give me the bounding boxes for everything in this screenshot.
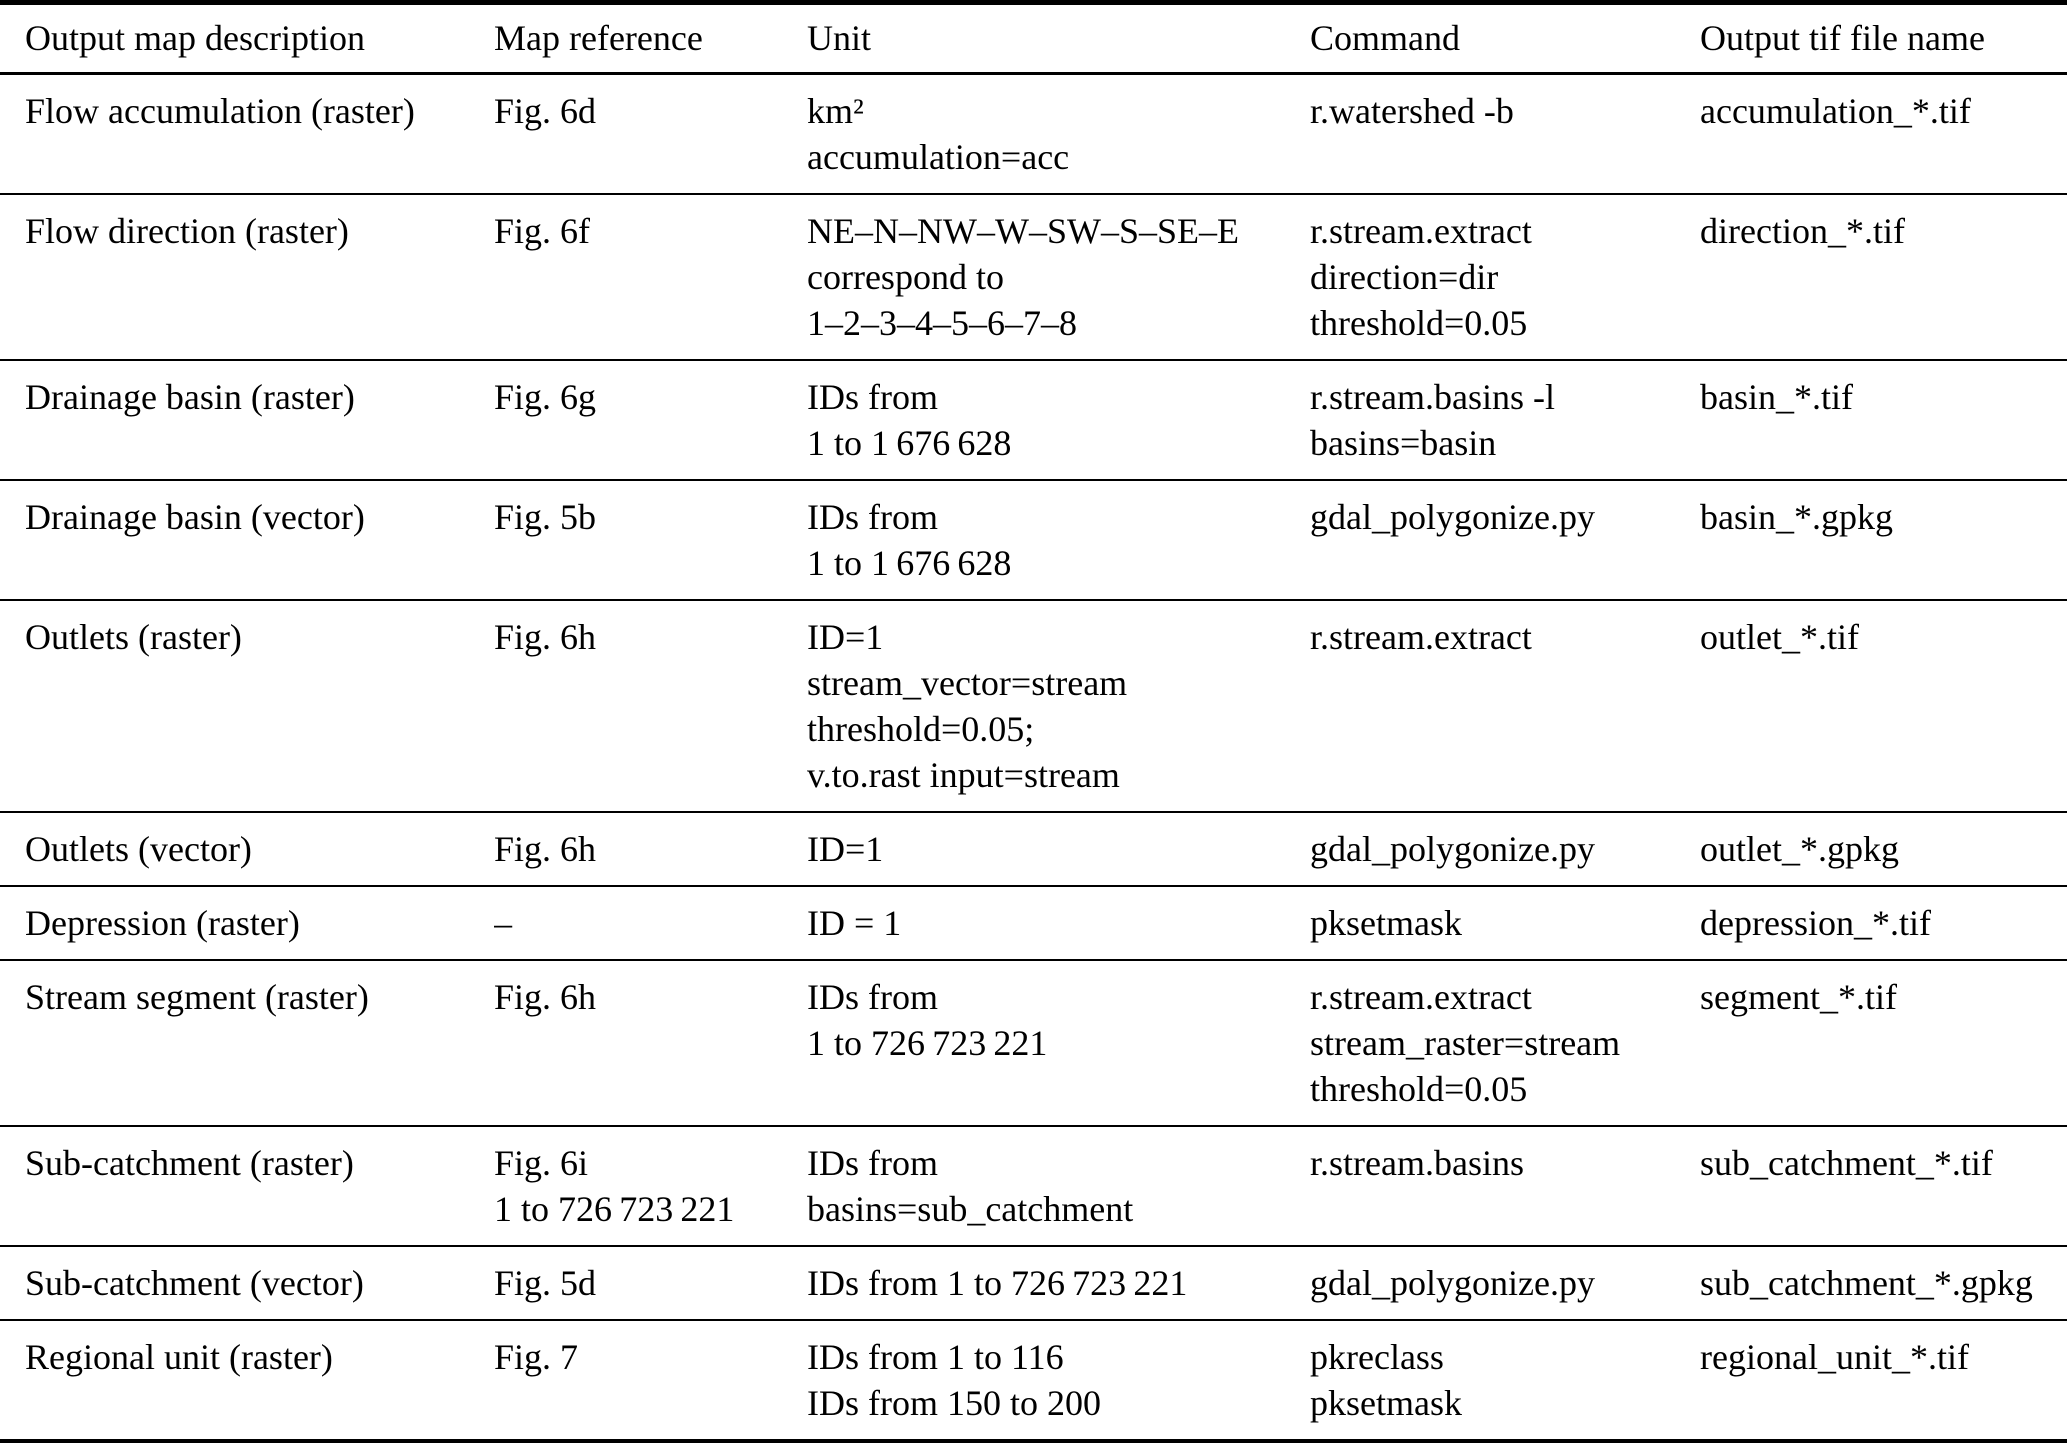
cell-command: r.stream.basins -l basins=basin (1310, 359, 1700, 480)
cell-command: r.stream.extract stream_raster=stream th… (1310, 959, 1700, 1126)
cell-unit: ID=1 (807, 811, 1310, 886)
cell-unit: ID=1 stream_vector=stream threshold=0.05… (807, 599, 1310, 812)
cell-map-reference: Fig. 6f (494, 193, 807, 360)
cell-unit: IDs from 1 to 726 723 221 (807, 959, 1310, 1126)
cell-map-reference: Fig. 6h (494, 599, 807, 812)
cell-command: r.stream.extract (1310, 599, 1700, 812)
column-header-output-map-description: Output map description (0, 2, 494, 75)
cell-output-map-description: Flow accumulation (raster) (25, 91, 415, 131)
cell-output-map-description: Drainage basin (vector) (0, 479, 494, 600)
cell-output-map-description: Outlets (vector) (0, 811, 494, 886)
cell-output-tif-file-name: sub_catchment_*.gpkg (1700, 1245, 2067, 1320)
cell-output-tif-file-name: accumulation_*.tif (1700, 91, 1971, 131)
cell-unit: ID = 1 (807, 885, 1310, 960)
cell-output-tif-file-name: basin_*.tif (1700, 359, 2067, 480)
cell-map-reference: Fig. 5d (494, 1245, 807, 1320)
cell-map-reference: Fig. 7 (494, 1319, 807, 1441)
cell-output-map-description: Sub-catchment (raster) (0, 1125, 494, 1246)
table-header: Output map description Map reference Uni… (0, 2, 2067, 75)
cell-command: r.watershed -b (1310, 91, 1514, 131)
cell-output-map-description: Sub-catchment (vector) (0, 1245, 494, 1320)
column-header-unit: Unit (807, 2, 1310, 75)
table-row: Drainage basin (raster) Fig. 6g IDs from… (0, 359, 2067, 480)
cell-map-reference: Fig. 6i 1 to 726 723 221 (494, 1125, 807, 1246)
cell-command: pksetmask (1310, 885, 1700, 960)
cell-unit: IDs from 1 to 1 676 628 (807, 479, 1310, 600)
cell-map-reference: Fig. 6h (494, 811, 807, 886)
cell-unit: km² accumulation=acc (807, 91, 1070, 177)
table-header-row: Output map description Map reference Uni… (0, 2, 2067, 75)
cell-output-map-description: Flow direction (raster) (0, 193, 494, 360)
cell-unit: IDs from 1 to 726 723 221 (807, 1245, 1310, 1320)
table-row: Flow accumulation (raster) Fig. 6d km² a… (0, 74, 2067, 195)
cell-output-map-description: Drainage basin (raster) (0, 359, 494, 480)
cell-command: pkreclass pksetmask (1310, 1319, 1700, 1441)
cell-output-map-description: Regional unit (raster) (0, 1319, 494, 1441)
table-row: Stream segment (raster) Fig. 6h IDs from… (0, 959, 2067, 1126)
cell-output-tif-file-name: depression_*.tif (1700, 885, 2067, 960)
column-header-output-tif-file-name: Output tif file name (1700, 2, 2067, 75)
cell-map-reference: Fig. 6d (494, 91, 597, 131)
column-header-command: Command (1310, 2, 1700, 75)
table-row: Outlets (raster) Fig. 6h ID=1 stream_vec… (0, 599, 2067, 812)
cell-output-tif-file-name: direction_*.tif (1700, 193, 2067, 360)
cell-command: gdal_polygonize.py (1310, 479, 1700, 600)
cell-output-tif-file-name: segment_*.tif (1700, 959, 2067, 1126)
cell-command: gdal_polygonize.py (1310, 1245, 1700, 1320)
table-row: Sub-catchment (vector) Fig. 5d IDs from … (0, 1245, 2067, 1320)
cell-output-map-description: Stream segment (raster) (0, 959, 494, 1126)
cell-map-reference: Fig. 6g (494, 359, 807, 480)
table-row: Regional unit (raster) Fig. 7 IDs from 1… (0, 1319, 2067, 1441)
cell-map-reference: Fig. 5b (494, 479, 807, 600)
cell-output-map-description: Outlets (raster) (0, 599, 494, 812)
cell-output-map-description: Depression (raster) (0, 885, 494, 960)
cell-command: r.stream.basins (1310, 1125, 1700, 1246)
cell-command: r.stream.extract direction=dir threshold… (1310, 193, 1700, 360)
cell-output-tif-file-name: outlet_*.gpkg (1700, 811, 2067, 886)
cell-unit: IDs from 1 to 1 676 628 (807, 359, 1310, 480)
cell-unit: NE–N–NW–W–SW–S–SE–E correspond to 1–2–3–… (807, 193, 1310, 360)
table-row: Drainage basin (vector) Fig. 5b IDs from… (0, 479, 2067, 600)
cell-output-tif-file-name: sub_catchment_*.tif (1700, 1125, 2067, 1246)
cell-unit: IDs from basins=sub_catchment (807, 1125, 1310, 1246)
table-row: Sub-catchment (raster) Fig. 6i 1 to 726 … (0, 1125, 2067, 1246)
table-row: Depression (raster) – ID = 1 pksetmask d… (0, 885, 2067, 960)
cell-unit: IDs from 1 to 116 IDs from 150 to 200 (807, 1319, 1310, 1441)
cell-map-reference: – (494, 885, 807, 960)
cell-output-tif-file-name: basin_*.gpkg (1700, 479, 2067, 600)
table-row: Flow direction (raster) Fig. 6f NE–N–NW–… (0, 193, 2067, 360)
table-body: Flow accumulation (raster) Fig. 6d km² a… (0, 74, 2067, 1441)
cell-output-tif-file-name: regional_unit_*.tif (1700, 1319, 2067, 1441)
column-header-map-reference: Map reference (494, 2, 807, 75)
cell-map-reference: Fig. 6h (494, 959, 807, 1126)
table-row: Outlets (vector) Fig. 6h ID=1 gdal_polyg… (0, 811, 2067, 886)
cell-output-tif-file-name: outlet_*.tif (1700, 599, 2067, 812)
cell-command: gdal_polygonize.py (1310, 811, 1700, 886)
